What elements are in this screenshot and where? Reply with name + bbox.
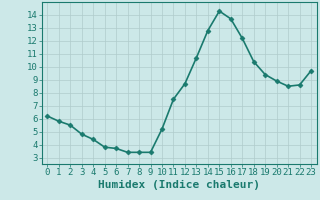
X-axis label: Humidex (Indice chaleur): Humidex (Indice chaleur)	[98, 180, 260, 190]
